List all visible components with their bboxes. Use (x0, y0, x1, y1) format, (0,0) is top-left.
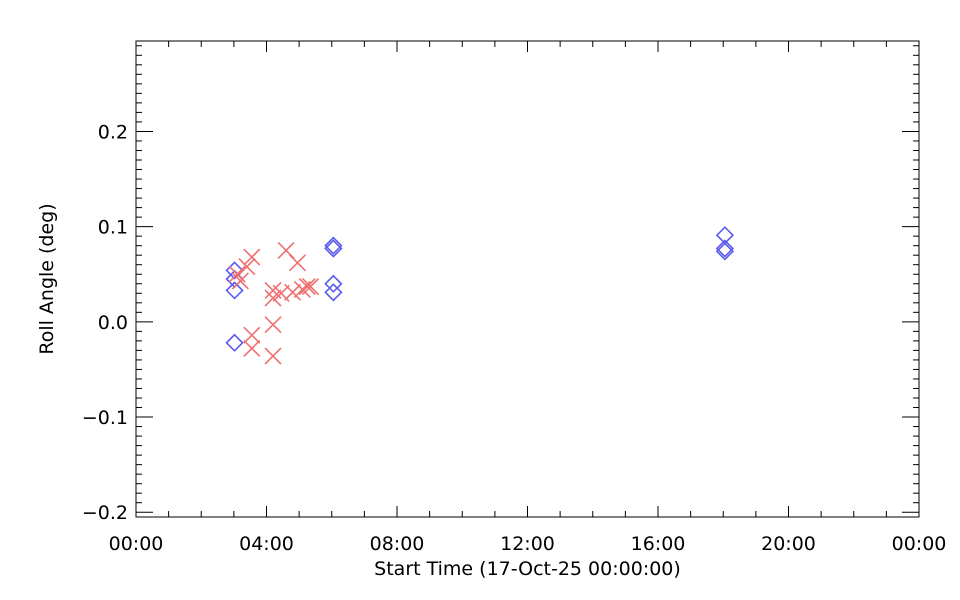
y-tick-label: 0.0 (98, 312, 128, 334)
y-tick-label: 0.1 (98, 217, 128, 239)
x-tick-label: 00:00 (109, 533, 164, 555)
diamond-point (715, 239, 735, 258)
x-cross-point (264, 316, 282, 334)
y-axis-title: Roll Angle (deg) (36, 203, 58, 354)
x-axis-title: Start Time (17-Oct-25 00:00:00) (374, 558, 681, 580)
x-cross-point (264, 289, 282, 307)
diamond-point (324, 283, 343, 302)
x-cross-point (264, 347, 282, 365)
x-cross-point (231, 272, 249, 290)
diamond-point (225, 261, 244, 280)
x-tick-label: 16:00 (631, 533, 686, 555)
y-tick-label: 0.2 (98, 121, 128, 143)
diamond-point (715, 242, 735, 261)
x-cross-point (243, 326, 261, 344)
x-cross-point (243, 248, 261, 266)
axis-ticks (135, 41, 920, 517)
y-tick-label: −0.2 (82, 502, 128, 524)
y-axis-tick-labels: −0.2 −0.1 0.0 0.1 0.2 (82, 121, 128, 524)
x-cross-point (284, 283, 302, 301)
x-cross-point (301, 278, 320, 296)
x-tick-label: 08:00 (370, 533, 425, 555)
y-tick-label: −0.1 (82, 407, 128, 429)
diamond-point (324, 239, 343, 258)
x-tick-label: 20:00 (761, 533, 816, 555)
diamond-point (225, 333, 244, 352)
diamond-point (225, 281, 244, 300)
diamond-point (324, 236, 343, 255)
plot-frame (135, 40, 920, 518)
x-tick-label: 00:00 (892, 533, 947, 555)
x-cross-point (288, 254, 307, 272)
x-tick-label: 12:00 (500, 533, 555, 555)
x-cross-point (243, 339, 261, 358)
diamond-point (324, 274, 343, 293)
x-tick-label: 04:00 (239, 533, 294, 555)
x-cross-point (298, 278, 316, 296)
x-axis-tick-labels: 00:00 04:00 08:00 12:00 16:00 20:00 00:00 (109, 533, 947, 555)
x-cross-point (238, 258, 256, 276)
data-points (225, 226, 735, 365)
